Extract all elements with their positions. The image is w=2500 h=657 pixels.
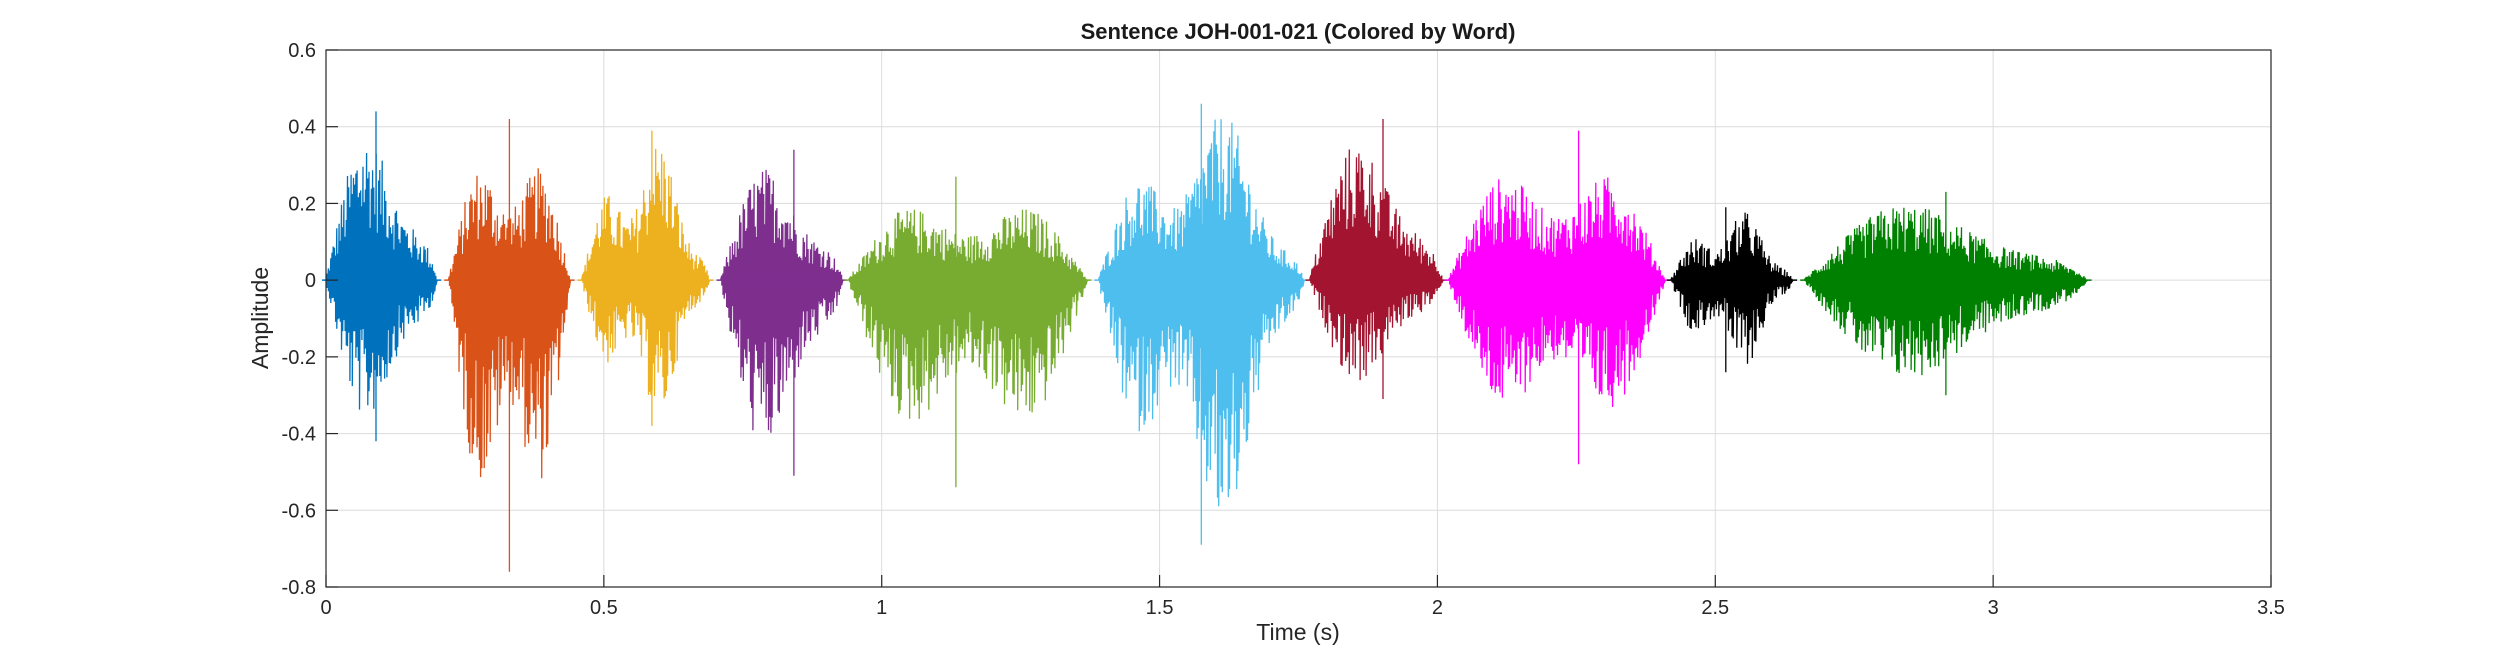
waveform-segment bbox=[447, 119, 572, 572]
x-tick-label: 0.5 bbox=[590, 597, 618, 619]
chart-title: Sentence JOH-001-021 (Colored by Word) bbox=[1081, 19, 1516, 44]
x-tick-label: 3.5 bbox=[2257, 597, 2285, 619]
waveform-segment bbox=[719, 149, 844, 476]
y-tick-label: -0.6 bbox=[282, 500, 316, 522]
y-tick-label: -0.4 bbox=[282, 424, 316, 446]
x-tick-label: 2 bbox=[1432, 597, 1443, 619]
y-tick-label: 0 bbox=[305, 270, 316, 292]
waveform-segment bbox=[1670, 207, 1794, 373]
x-tick-label: 0 bbox=[320, 597, 331, 619]
y-tick-label: -0.8 bbox=[282, 577, 316, 599]
y-tick-label: 0.4 bbox=[288, 117, 316, 139]
axes-box bbox=[325, 49, 2272, 588]
waveform-segment bbox=[1447, 130, 1666, 465]
y-tick-label: 0.6 bbox=[288, 40, 316, 62]
x-axis-label: Time (s) bbox=[1256, 619, 1339, 645]
y-tick-label: 0.2 bbox=[288, 193, 316, 215]
plot-area bbox=[322, 103, 2092, 572]
x-tick-label: 2.5 bbox=[1701, 597, 1729, 619]
y-tick-label: -0.2 bbox=[282, 347, 316, 369]
x-tick-label: 1.5 bbox=[1146, 597, 1174, 619]
waveform-segment bbox=[325, 111, 438, 442]
axis-ticks: 0 0.5 1 1.5 2 2.5 3 3.5 0.6 0.4 0.2 0 -0.2 -0.4 -0.6 -0… bbox=[282, 40, 2285, 619]
x-tick-label: 3 bbox=[1988, 597, 1999, 619]
x-tick-label: 1 bbox=[876, 597, 887, 619]
y-axis-label: Amplitude bbox=[247, 267, 273, 369]
waveform-segment bbox=[1097, 103, 1305, 545]
waveform-segment bbox=[1308, 119, 1444, 399]
waveform-segment bbox=[847, 176, 1088, 488]
